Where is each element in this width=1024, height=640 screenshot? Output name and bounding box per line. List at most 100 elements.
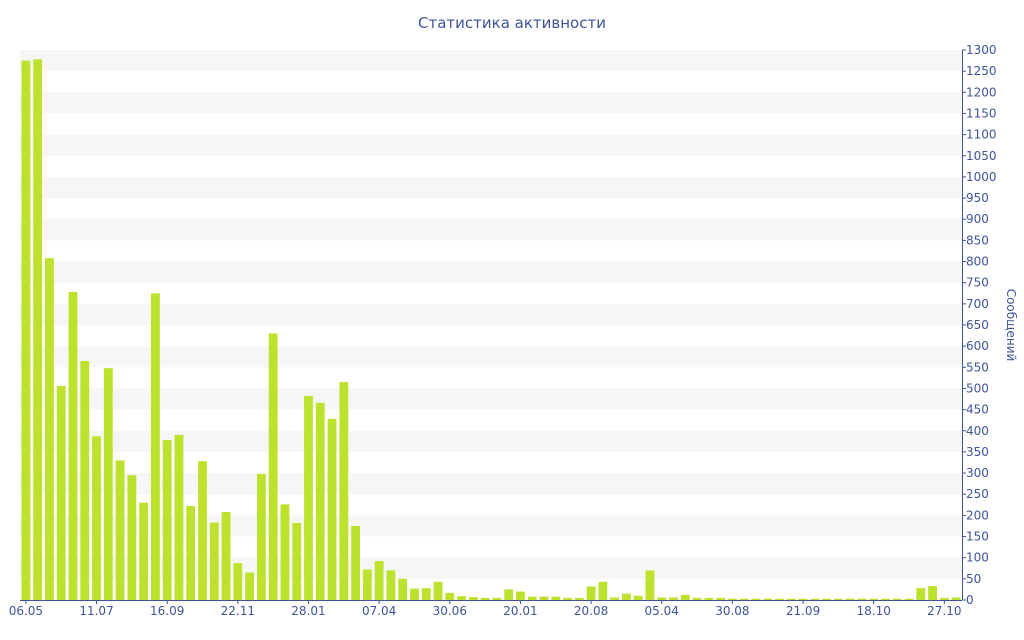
bar[interactable] <box>327 418 337 600</box>
bar[interactable] <box>33 59 43 601</box>
bar[interactable] <box>245 572 255 601</box>
y-tick-label: 750 <box>966 276 989 290</box>
y-tick-label: 800 <box>966 255 989 269</box>
bar[interactable] <box>480 597 490 600</box>
bar[interactable] <box>468 597 478 600</box>
bar[interactable] <box>657 597 667 600</box>
y-tick-label: 1050 <box>966 149 997 163</box>
y-tick-label: 1000 <box>966 170 997 184</box>
bar[interactable] <box>45 258 54 600</box>
y-tick-label: 1250 <box>966 64 997 78</box>
bar[interactable] <box>174 435 184 600</box>
bar[interactable] <box>527 596 537 600</box>
bar[interactable] <box>704 597 714 600</box>
bar[interactable] <box>857 598 867 600</box>
bar[interactable] <box>445 592 455 600</box>
y-tick-label: 100 <box>966 551 989 565</box>
bars-group <box>21 59 961 601</box>
bar[interactable] <box>315 402 325 600</box>
bar[interactable] <box>775 598 784 600</box>
bar[interactable] <box>374 561 384 600</box>
bar[interactable] <box>645 570 655 600</box>
bar[interactable] <box>386 570 396 600</box>
grid-band <box>20 430 962 452</box>
bar[interactable] <box>904 598 914 600</box>
bar[interactable] <box>716 597 726 600</box>
bar[interactable] <box>92 436 101 600</box>
bar[interactable] <box>115 460 125 600</box>
y-axis: 0 50 100 150 200 250 300 350 400 450 500 550 600 650 7… <box>962 43 997 607</box>
bar[interactable] <box>186 506 196 600</box>
bar[interactable] <box>492 597 502 600</box>
bar[interactable] <box>751 598 761 600</box>
bar[interactable] <box>739 598 749 600</box>
bar[interactable] <box>280 504 290 600</box>
bar[interactable] <box>103 368 113 600</box>
bar[interactable] <box>433 581 443 600</box>
bar[interactable] <box>304 396 313 600</box>
bar[interactable] <box>574 597 584 600</box>
bar[interactable] <box>551 596 561 600</box>
bar[interactable] <box>622 593 631 600</box>
bar[interactable] <box>56 385 66 600</box>
bar[interactable] <box>586 586 596 600</box>
grid-band <box>20 261 962 283</box>
bar[interactable] <box>951 597 961 600</box>
bar[interactable] <box>727 598 737 600</box>
bar[interactable] <box>68 292 78 600</box>
bar[interactable] <box>80 360 90 600</box>
bar[interactable] <box>162 440 172 600</box>
bar[interactable] <box>539 596 549 600</box>
bar[interactable] <box>822 598 831 600</box>
bar[interactable] <box>256 473 266 600</box>
bar[interactable] <box>928 586 937 600</box>
x-axis: 06.05 11.07 16.09 22.11 28.01 07.04 30.06 20.01… <box>9 600 962 618</box>
bar[interactable] <box>845 598 855 600</box>
bar[interactable] <box>869 598 879 600</box>
bar[interactable] <box>563 597 572 600</box>
bar[interactable] <box>268 333 278 600</box>
bar[interactable] <box>798 598 808 600</box>
x-tick-label: 11.07 <box>79 604 113 618</box>
bar[interactable] <box>516 591 525 600</box>
bar[interactable] <box>351 525 360 600</box>
bar[interactable] <box>339 382 349 600</box>
x-tick-label: 21.09 <box>786 604 820 618</box>
bar[interactable] <box>398 578 408 600</box>
bar[interactable] <box>21 60 31 600</box>
bar[interactable] <box>209 522 219 600</box>
y-tick-label: 1200 <box>966 85 997 99</box>
bar[interactable] <box>127 475 137 600</box>
y-tick-label: 200 <box>966 508 989 522</box>
bar[interactable] <box>833 598 843 600</box>
bar[interactable] <box>598 581 608 600</box>
bar[interactable] <box>892 598 902 600</box>
bar[interactable] <box>457 596 466 600</box>
bar[interactable] <box>362 569 372 600</box>
bar[interactable] <box>786 598 796 600</box>
bar[interactable] <box>151 293 160 600</box>
grid-bands <box>20 50 962 579</box>
bar[interactable] <box>198 461 207 600</box>
bar[interactable] <box>881 598 890 600</box>
bar[interactable] <box>221 512 231 600</box>
x-tick-label: 06.05 <box>9 604 43 618</box>
bar[interactable] <box>610 597 620 600</box>
bar[interactable] <box>939 597 949 600</box>
bar[interactable] <box>692 597 702 600</box>
bar[interactable] <box>504 589 514 600</box>
bar[interactable] <box>233 563 243 600</box>
bar[interactable] <box>139 502 149 600</box>
grid-band <box>20 134 962 156</box>
bar[interactable] <box>669 597 678 600</box>
bar[interactable] <box>763 598 773 600</box>
bar[interactable] <box>680 594 690 600</box>
y-tick-label: 650 <box>966 318 989 332</box>
bar[interactable] <box>810 598 820 600</box>
bar[interactable] <box>292 523 302 600</box>
bar[interactable] <box>633 595 643 600</box>
bar[interactable] <box>410 588 419 600</box>
bar[interactable] <box>421 588 431 600</box>
bar[interactable] <box>916 588 926 600</box>
y-tick-label: 600 <box>966 339 989 353</box>
